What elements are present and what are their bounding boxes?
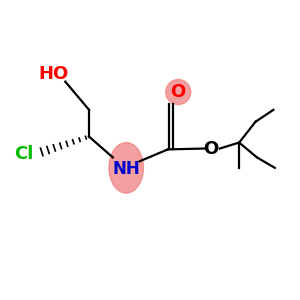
Text: NH: NH: [113, 160, 141, 178]
Circle shape: [166, 80, 191, 104]
Text: HO: HO: [38, 65, 68, 83]
Text: O: O: [203, 140, 219, 158]
Text: Cl: Cl: [14, 146, 33, 164]
Text: O: O: [171, 83, 186, 101]
Ellipse shape: [109, 142, 143, 193]
